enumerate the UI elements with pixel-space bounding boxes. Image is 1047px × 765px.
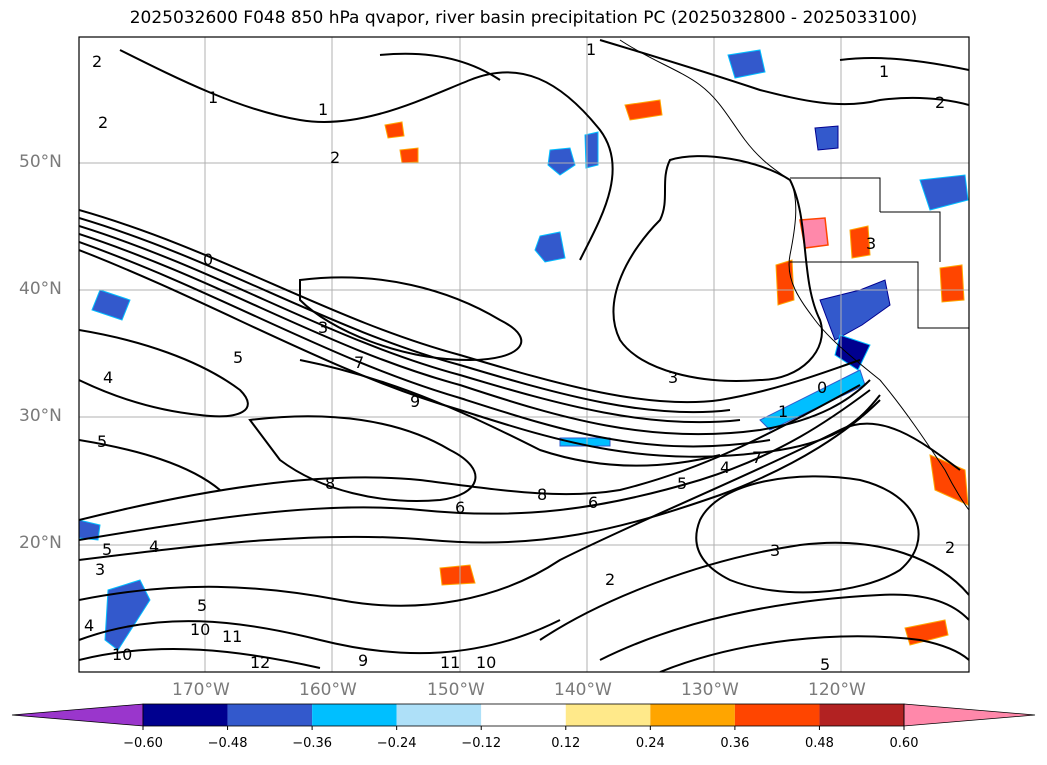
contour-label: 9	[358, 651, 369, 670]
qvapor-contours	[79, 39, 969, 672]
contour-label: 5	[233, 348, 244, 367]
contour-label: 3	[668, 368, 679, 387]
colorbar-box	[650, 704, 735, 726]
colorbar-tick-label: 0.24	[635, 736, 665, 751]
contour-label: 4	[84, 616, 95, 635]
precip-patch	[584, 131, 599, 169]
contour-label: 5	[102, 540, 113, 559]
colorbar-tick-label: 0.36	[720, 736, 750, 751]
colorbar-tick-label: −0.24	[376, 736, 417, 751]
contour-label: 0	[203, 250, 214, 269]
lon-label-140w: 140°W	[554, 680, 612, 700]
colorbar-tick-label: −0.48	[207, 736, 248, 751]
contour-label: 6	[455, 498, 466, 517]
precip-patch	[439, 564, 476, 586]
contour-label: 1	[318, 100, 329, 119]
contour-label: 2	[935, 93, 946, 112]
precip-patch	[849, 225, 871, 259]
contour-label: 5	[677, 474, 688, 493]
contour-label: 2	[330, 148, 341, 167]
precip-patch	[384, 121, 405, 139]
lat-label-30n: 30°N	[19, 406, 62, 426]
contour-label: 10	[190, 620, 211, 639]
colorbar-box	[819, 704, 904, 726]
contour-label: 3	[770, 541, 781, 560]
coastlines	[619, 39, 969, 511]
lon-label-130w: 130°W	[681, 680, 739, 700]
colorbar-box	[312, 704, 397, 726]
colorbar-extend-high	[903, 703, 1036, 727]
colorbar-box	[481, 704, 566, 726]
lat-label-20n: 20°N	[19, 533, 62, 553]
lon-label-160w: 160°W	[299, 680, 357, 700]
map-area	[79, 37, 969, 672]
colorbar-tick-label: −0.36	[292, 736, 333, 751]
lat-label-50n: 50°N	[19, 152, 62, 172]
contour-label: 9	[410, 392, 421, 411]
contour-label: 1	[586, 40, 597, 59]
colorbar-box	[227, 704, 313, 726]
colorbar-tick-label: 0.48	[804, 736, 834, 751]
contour-label: 0	[817, 378, 828, 397]
colorbar-box	[734, 704, 820, 726]
map-title: 2025032600 F048 850 hPa qvapor, river ba…	[129, 8, 918, 28]
colorbar-tick-label: 0.12	[551, 736, 581, 751]
contour-label: 8	[537, 485, 548, 504]
lon-label-120w: 120°W	[808, 680, 866, 700]
contour-label: 12	[250, 653, 271, 672]
precip-patch	[559, 437, 611, 447]
contour-label: 11	[440, 653, 461, 672]
contour-label: 3	[866, 234, 877, 253]
precip-patches	[79, 49, 969, 651]
precip-patch	[534, 231, 566, 263]
precip-patch	[624, 99, 663, 121]
contour-label: 1	[879, 62, 890, 81]
contour-label: 5	[820, 655, 831, 674]
contour-label: 7	[354, 353, 365, 372]
contour-label: 2	[92, 52, 103, 71]
contour-label: 6	[588, 493, 599, 512]
lon-label-170w: 170°W	[172, 680, 230, 700]
contour-label: 11	[222, 627, 243, 646]
contour-label: 4	[103, 368, 114, 387]
precip-patch	[399, 147, 419, 164]
contour-label: 1	[778, 402, 789, 421]
precip-patch	[834, 334, 871, 371]
contour-label: 3	[318, 318, 329, 337]
colorbar-box	[396, 704, 482, 726]
contour-label: 2	[98, 113, 109, 132]
precip-patch	[814, 125, 839, 151]
map-frame	[78, 36, 970, 673]
precip-patch	[727, 49, 766, 79]
contour-label: 8	[325, 474, 336, 493]
colorbar-tick-label: −0.12	[461, 736, 502, 751]
colorbar-box	[143, 704, 228, 726]
contour-label: 10	[476, 653, 497, 672]
contour-label: 1	[208, 88, 219, 107]
contour-label: 4	[149, 537, 160, 556]
contour-label: 5	[197, 596, 208, 615]
colorbar	[11, 703, 1036, 730]
colorbar-extend-low	[11, 703, 144, 727]
contour-label: 3	[95, 560, 106, 579]
precip-patch	[775, 259, 795, 306]
contour-label: 7	[752, 448, 763, 467]
contour-label: 2	[945, 538, 956, 557]
colorbar-tick-label: −0.60	[123, 736, 163, 751]
colorbar-box	[565, 704, 651, 726]
contour-label: 5	[97, 432, 108, 451]
contour-label: 4	[720, 458, 731, 477]
precip-patch	[919, 174, 969, 211]
precip-patch	[939, 264, 965, 303]
lon-label-150w: 150°W	[427, 680, 485, 700]
contour-label: 2	[605, 570, 616, 589]
colorbar-tick-label: 0.60	[889, 736, 919, 751]
colorbar-frame	[142, 703, 905, 727]
contour-label: 10	[112, 645, 133, 664]
precip-patch	[91, 289, 131, 321]
lat-label-40n: 40°N	[19, 279, 62, 299]
precip-patch	[79, 519, 101, 541]
